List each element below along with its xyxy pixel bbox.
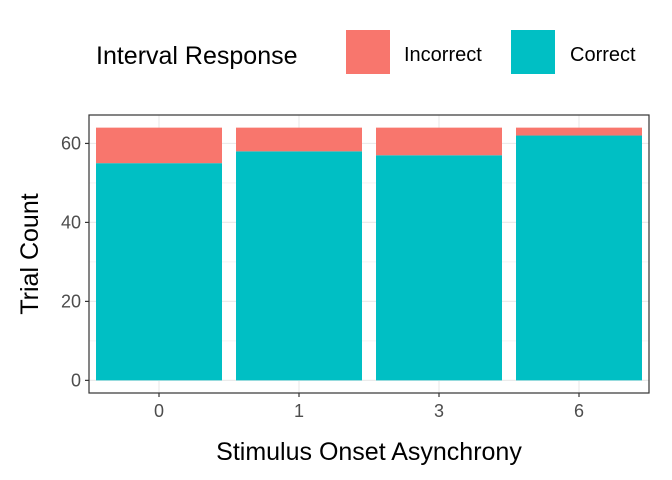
plot-panel: 0 20 40 60 0 1 3 6 <box>61 114 650 421</box>
legend-key-incorrect <box>346 30 390 74</box>
legend: Interval Response Incorrect Correct <box>96 30 636 74</box>
legend-label-incorrect: Incorrect <box>404 44 482 66</box>
bar-incorrect-0 <box>96 127 222 164</box>
legend-title: Interval Response <box>96 42 298 70</box>
y-axis-title: Trial Count <box>16 193 44 314</box>
y-tick-label: 40 <box>61 212 81 232</box>
x-tick-label: 3 <box>434 401 444 421</box>
x-axis-title: Stimulus Onset Asynchrony <box>216 438 522 466</box>
bar-correct-3 <box>376 155 502 381</box>
bar-correct-1 <box>236 151 362 381</box>
x-axis: 0 1 3 6 <box>154 393 584 421</box>
panel-border <box>88 114 650 394</box>
y-tick-label: 60 <box>61 133 81 153</box>
bar-correct-0 <box>96 163 222 381</box>
x-tick-label: 1 <box>294 401 304 421</box>
legend-key-correct <box>511 30 555 74</box>
bar-correct-6 <box>516 135 642 381</box>
bar-incorrect-1 <box>236 127 362 152</box>
legend-label-correct: Correct <box>570 44 636 66</box>
x-tick-label: 6 <box>574 401 584 421</box>
bars <box>96 127 642 381</box>
bar-incorrect-3 <box>376 127 502 156</box>
y-tick-label: 0 <box>71 370 81 390</box>
bar-incorrect-6 <box>516 127 642 136</box>
y-tick-label: 20 <box>61 291 81 311</box>
y-axis: 0 20 40 60 <box>61 133 89 390</box>
x-tick-label: 0 <box>154 401 164 421</box>
